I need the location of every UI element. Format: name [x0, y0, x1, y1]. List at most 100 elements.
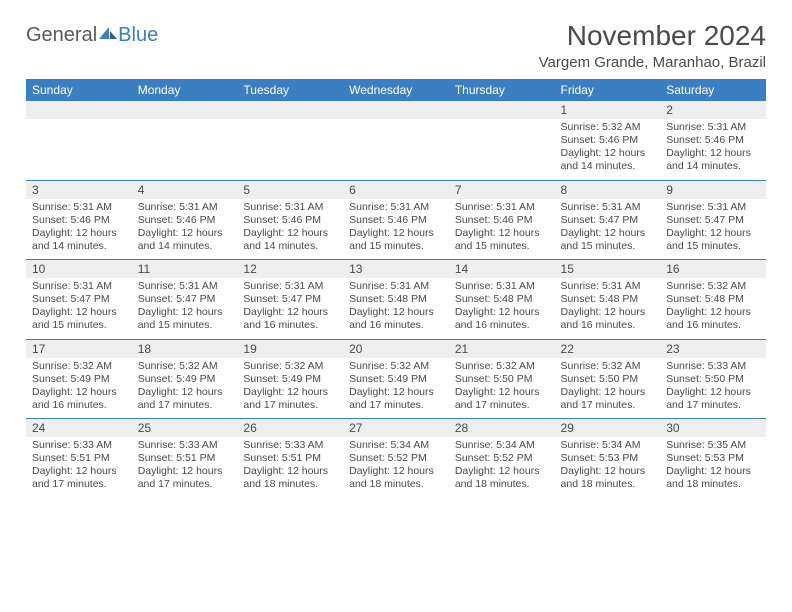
sunrise-line: Sunrise: 5:31 AM — [561, 280, 655, 293]
sunset-line: Sunset: 5:49 PM — [243, 373, 337, 386]
day-data: Sunrise: 5:33 AMSunset: 5:50 PMDaylight:… — [660, 358, 766, 419]
sunset-line: Sunset: 5:53 PM — [666, 452, 760, 465]
sunset-line: Sunset: 5:50 PM — [561, 373, 655, 386]
daylight-line: Daylight: 12 hours and 14 minutes. — [666, 147, 760, 173]
day-number: 16 — [660, 260, 766, 278]
sunset-line: Sunset: 5:46 PM — [561, 134, 655, 147]
calendar-day-cell: 10Sunrise: 5:31 AMSunset: 5:47 PMDayligh… — [26, 260, 132, 340]
calendar-day-cell: 30Sunrise: 5:35 AMSunset: 5:53 PMDayligh… — [660, 419, 766, 498]
sunrise-line: Sunrise: 5:35 AM — [666, 439, 760, 452]
day-number: 13 — [343, 260, 449, 278]
daylight-line: Daylight: 12 hours and 17 minutes. — [455, 386, 549, 412]
calendar-day-cell: 1Sunrise: 5:32 AMSunset: 5:46 PMDaylight… — [555, 101, 661, 180]
weekday-header: Sunday — [26, 79, 132, 101]
sunrise-line: Sunrise: 5:33 AM — [243, 439, 337, 452]
daylight-line: Daylight: 12 hours and 16 minutes. — [666, 306, 760, 332]
day-number: 27 — [343, 419, 449, 437]
sunrise-line: Sunrise: 5:34 AM — [455, 439, 549, 452]
day-data — [132, 119, 238, 177]
weekday-header: Wednesday — [343, 79, 449, 101]
sunset-line: Sunset: 5:49 PM — [138, 373, 232, 386]
daylight-line: Daylight: 12 hours and 18 minutes. — [666, 465, 760, 491]
daylight-line: Daylight: 12 hours and 16 minutes. — [455, 306, 549, 332]
day-number: 5 — [237, 181, 343, 199]
day-data — [237, 119, 343, 177]
sunset-line: Sunset: 5:50 PM — [455, 373, 549, 386]
calendar-body: 1Sunrise: 5:32 AMSunset: 5:46 PMDaylight… — [26, 101, 766, 498]
calendar-day-cell: 6Sunrise: 5:31 AMSunset: 5:46 PMDaylight… — [343, 180, 449, 260]
sunset-line: Sunset: 5:47 PM — [561, 214, 655, 227]
daylight-line: Daylight: 12 hours and 15 minutes. — [349, 227, 443, 253]
calendar-day-cell: 28Sunrise: 5:34 AMSunset: 5:52 PMDayligh… — [449, 419, 555, 498]
sunset-line: Sunset: 5:49 PM — [32, 373, 126, 386]
calendar-day-cell: 23Sunrise: 5:33 AMSunset: 5:50 PMDayligh… — [660, 339, 766, 419]
calendar-day-cell: 19Sunrise: 5:32 AMSunset: 5:49 PMDayligh… — [237, 339, 343, 419]
daylight-line: Daylight: 12 hours and 14 minutes. — [138, 227, 232, 253]
daylight-line: Daylight: 12 hours and 17 minutes. — [349, 386, 443, 412]
sunset-line: Sunset: 5:51 PM — [243, 452, 337, 465]
calendar-day-cell: 18Sunrise: 5:32 AMSunset: 5:49 PMDayligh… — [132, 339, 238, 419]
day-data: Sunrise: 5:32 AMSunset: 5:48 PMDaylight:… — [660, 278, 766, 339]
sunrise-line: Sunrise: 5:31 AM — [138, 201, 232, 214]
day-number: 1 — [555, 101, 661, 119]
sunset-line: Sunset: 5:51 PM — [138, 452, 232, 465]
weekday-header: Saturday — [660, 79, 766, 101]
sunset-line: Sunset: 5:52 PM — [349, 452, 443, 465]
calendar-day-cell: 4Sunrise: 5:31 AMSunset: 5:46 PMDaylight… — [132, 180, 238, 260]
daylight-line: Daylight: 12 hours and 18 minutes. — [243, 465, 337, 491]
day-data: Sunrise: 5:31 AMSunset: 5:46 PMDaylight:… — [26, 199, 132, 260]
calendar-day-cell: 5Sunrise: 5:31 AMSunset: 5:46 PMDaylight… — [237, 180, 343, 260]
day-number: 19 — [237, 340, 343, 358]
sunrise-line: Sunrise: 5:32 AM — [561, 360, 655, 373]
day-data: Sunrise: 5:32 AMSunset: 5:50 PMDaylight:… — [555, 358, 661, 419]
calendar-day-cell: 20Sunrise: 5:32 AMSunset: 5:49 PMDayligh… — [343, 339, 449, 419]
day-data: Sunrise: 5:34 AMSunset: 5:52 PMDaylight:… — [449, 437, 555, 498]
sunrise-line: Sunrise: 5:34 AM — [561, 439, 655, 452]
calendar-day-cell: 2Sunrise: 5:31 AMSunset: 5:46 PMDaylight… — [660, 101, 766, 180]
calendar-head: SundayMondayTuesdayWednesdayThursdayFrid… — [26, 79, 766, 101]
day-number — [449, 101, 555, 119]
daylight-line: Daylight: 12 hours and 17 minutes. — [138, 386, 232, 412]
sunset-line: Sunset: 5:46 PM — [138, 214, 232, 227]
brand-sail-icon — [99, 25, 117, 46]
calendar-day-cell: 3Sunrise: 5:31 AMSunset: 5:46 PMDaylight… — [26, 180, 132, 260]
day-data: Sunrise: 5:33 AMSunset: 5:51 PMDaylight:… — [26, 437, 132, 498]
day-number: 9 — [660, 181, 766, 199]
sunrise-line: Sunrise: 5:33 AM — [32, 439, 126, 452]
daylight-line: Daylight: 12 hours and 17 minutes. — [138, 465, 232, 491]
sunset-line: Sunset: 5:52 PM — [455, 452, 549, 465]
sunrise-line: Sunrise: 5:33 AM — [138, 439, 232, 452]
day-data: Sunrise: 5:31 AMSunset: 5:46 PMDaylight:… — [343, 199, 449, 260]
day-data: Sunrise: 5:31 AMSunset: 5:46 PMDaylight:… — [132, 199, 238, 260]
day-number — [343, 101, 449, 119]
sunset-line: Sunset: 5:46 PM — [666, 134, 760, 147]
daylight-line: Daylight: 12 hours and 16 minutes. — [243, 306, 337, 332]
sunset-line: Sunset: 5:48 PM — [349, 293, 443, 306]
calendar-day-cell — [132, 101, 238, 180]
day-data: Sunrise: 5:32 AMSunset: 5:46 PMDaylight:… — [555, 119, 661, 180]
location: Vargem Grande, Maranhao, Brazil — [539, 54, 766, 71]
day-data — [26, 119, 132, 177]
day-data: Sunrise: 5:31 AMSunset: 5:47 PMDaylight:… — [555, 199, 661, 260]
calendar-week-row: 1Sunrise: 5:32 AMSunset: 5:46 PMDaylight… — [26, 101, 766, 180]
sunset-line: Sunset: 5:46 PM — [32, 214, 126, 227]
sunrise-line: Sunrise: 5:32 AM — [666, 280, 760, 293]
calendar-day-cell: 25Sunrise: 5:33 AMSunset: 5:51 PMDayligh… — [132, 419, 238, 498]
day-number: 28 — [449, 419, 555, 437]
sunset-line: Sunset: 5:47 PM — [666, 214, 760, 227]
sunrise-line: Sunrise: 5:32 AM — [32, 360, 126, 373]
calendar-day-cell: 14Sunrise: 5:31 AMSunset: 5:48 PMDayligh… — [449, 260, 555, 340]
calendar-day-cell: 11Sunrise: 5:31 AMSunset: 5:47 PMDayligh… — [132, 260, 238, 340]
day-number — [132, 101, 238, 119]
sunrise-line: Sunrise: 5:32 AM — [455, 360, 549, 373]
daylight-line: Daylight: 12 hours and 14 minutes. — [561, 147, 655, 173]
day-number: 3 — [26, 181, 132, 199]
calendar-day-cell: 29Sunrise: 5:34 AMSunset: 5:53 PMDayligh… — [555, 419, 661, 498]
weekday-header: Monday — [132, 79, 238, 101]
daylight-line: Daylight: 12 hours and 16 minutes. — [32, 386, 126, 412]
day-number: 10 — [26, 260, 132, 278]
calendar-day-cell: 9Sunrise: 5:31 AMSunset: 5:47 PMDaylight… — [660, 180, 766, 260]
day-number: 2 — [660, 101, 766, 119]
day-data: Sunrise: 5:33 AMSunset: 5:51 PMDaylight:… — [132, 437, 238, 498]
header: General Blue November 2024 Vargem Grande… — [26, 20, 766, 71]
